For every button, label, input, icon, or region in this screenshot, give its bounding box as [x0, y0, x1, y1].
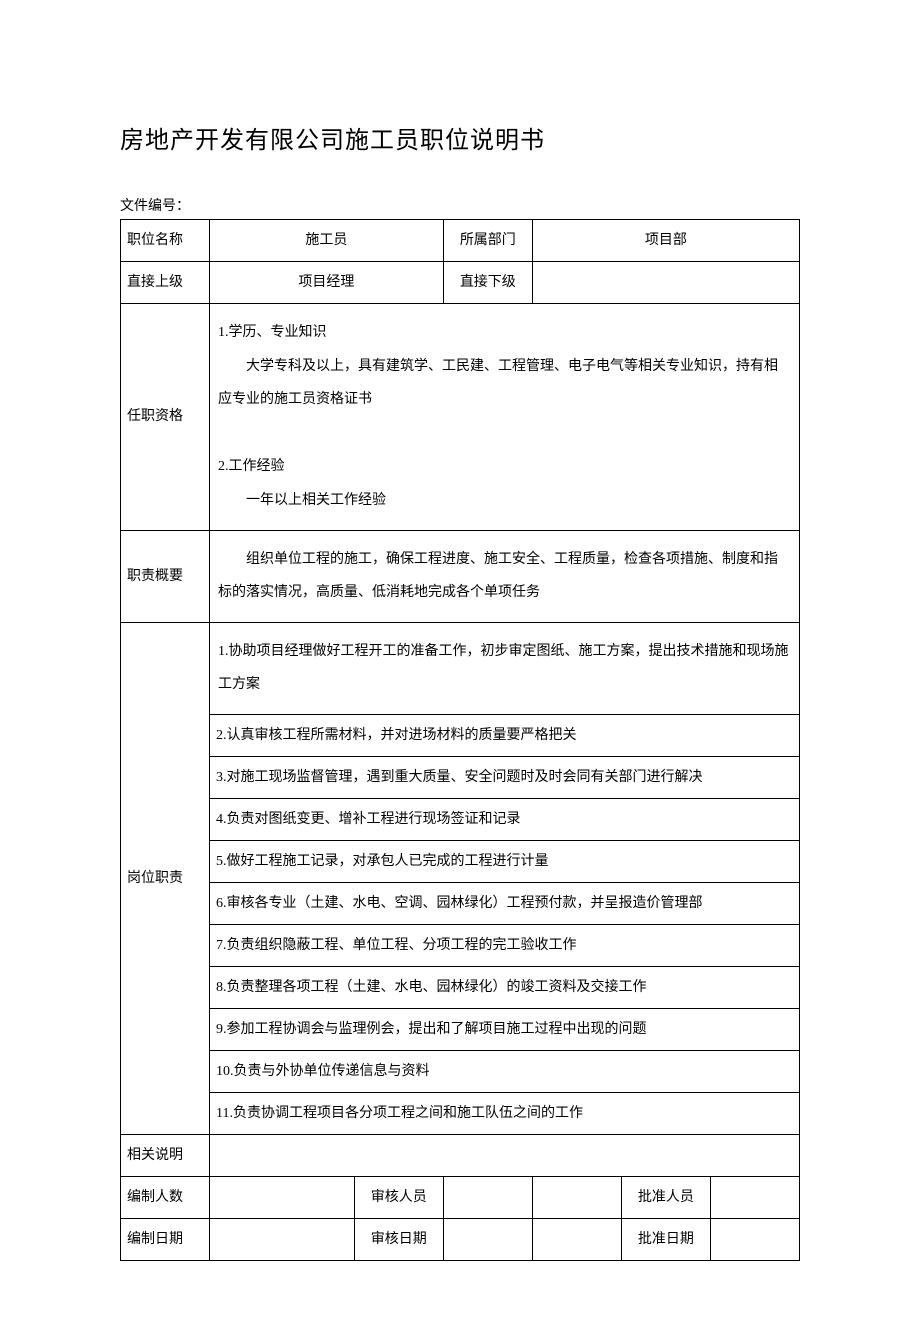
duty-item-6: 6.审核各专业（土建、水电、空调、园林绿化）工程预付款，并呈报造价管理部	[210, 882, 800, 924]
notes-row: 相关说明	[121, 1134, 800, 1176]
notes-content	[210, 1134, 800, 1176]
approver-value	[710, 1176, 799, 1218]
review-date-label: 审核日期	[354, 1218, 443, 1260]
position-name-value: 施工员	[210, 220, 444, 262]
preparer-row: 编制人数 审核人员 批准人员	[121, 1176, 800, 1218]
duties-label: 岗位职责	[121, 622, 210, 1134]
qualifications-section1-content: 大学专科及以上，具有建筑学、工民建、工程管理、电子电气等相关专业知识，持有相应专…	[218, 350, 791, 417]
preparer-count-label: 编制人数	[121, 1176, 210, 1218]
reviewer-label: 审核人员	[354, 1176, 443, 1218]
qualifications-content: 1.学历、专业知识 大学专科及以上，具有建筑学、工民建、工程管理、电子电气等相关…	[210, 304, 800, 531]
notes-label: 相关说明	[121, 1134, 210, 1176]
department-label: 所属部门	[443, 220, 532, 262]
duty-item-11: 11.负责协调工程项目各分项工程之间和施工队伍之间的工作	[210, 1092, 800, 1134]
reviewer-value-2	[532, 1176, 621, 1218]
review-date-value-2	[532, 1218, 621, 1260]
document-title: 房地产开发有限公司施工员职位说明书	[120, 120, 800, 155]
approver-label: 批准人员	[621, 1176, 710, 1218]
duty-item-8: 8.负责整理各项工程（土建、水电、园林绿化）的竣工资料及交接工作	[210, 966, 800, 1008]
duty-item-10: 10.负责与外协单位传递信息与资料	[210, 1050, 800, 1092]
subordinate-value	[532, 262, 799, 304]
duty-item-1: 1.协助项目经理做好工程开工的准备工作，初步审定图纸、施工方案，提出技术措施和现…	[210, 622, 800, 714]
prepare-date-value	[210, 1218, 355, 1260]
date-row: 编制日期 审核日期 批准日期	[121, 1218, 800, 1260]
position-row: 职位名称 施工员 所属部门 项目部	[121, 220, 800, 262]
duty-item-3: 3.对施工现场监督管理，遇到重大质量、安全问题时及时会同有关部门进行解决	[210, 756, 800, 798]
qualifications-section2-content: 一年以上相关工作经验	[218, 484, 791, 518]
qualifications-section2-title: 2.工作经验	[218, 459, 285, 474]
summary-label: 职责概要	[121, 530, 210, 622]
department-value: 项目部	[532, 220, 799, 262]
duties-row: 岗位职责 1.协助项目经理做好工程开工的准备工作，初步审定图纸、施工方案，提出技…	[121, 622, 800, 714]
duty-item-7: 7.负责组织隐蔽工程、单位工程、分项工程的完工验收工作	[210, 924, 800, 966]
review-date-value	[443, 1218, 532, 1260]
duty-item-4: 4.负责对图纸变更、增补工程进行现场签证和记录	[210, 798, 800, 840]
document-number-label: 文件编号：	[120, 195, 800, 215]
preparer-count-value	[210, 1176, 355, 1218]
position-name-label: 职位名称	[121, 220, 210, 262]
summary-text: 组织单位工程的施工，确保工程进度、施工安全、工程质量，检查各项措施、制度和指标的…	[218, 543, 791, 610]
summary-content: 组织单位工程的施工，确保工程进度、施工安全、工程质量，检查各项措施、制度和指标的…	[210, 530, 800, 622]
qualifications-label: 任职资格	[121, 304, 210, 531]
job-description-table: 职位名称 施工员 所属部门 项目部 直接上级 项目经理 直接下级 任职资格 1.…	[120, 219, 800, 1261]
summary-row: 职责概要 组织单位工程的施工，确保工程进度、施工安全、工程质量，检查各项措施、制…	[121, 530, 800, 622]
supervisor-label: 直接上级	[121, 262, 210, 304]
reviewer-value	[443, 1176, 532, 1218]
qualifications-row: 任职资格 1.学历、专业知识 大学专科及以上，具有建筑学、工民建、工程管理、电子…	[121, 304, 800, 531]
prepare-date-label: 编制日期	[121, 1218, 210, 1260]
duty-item-5: 5.做好工程施工记录，对承包人已完成的工程进行计量	[210, 840, 800, 882]
subordinate-label: 直接下级	[443, 262, 532, 304]
approve-date-value	[710, 1218, 799, 1260]
supervisor-value: 项目经理	[210, 262, 444, 304]
qualifications-section1-title: 1.学历、专业知识	[218, 325, 327, 340]
duty-item-2: 2.认真审核工程所需材料，并对进场材料的质量要严格把关	[210, 714, 800, 756]
approve-date-label: 批准日期	[621, 1218, 710, 1260]
duty-item-9: 9.参加工程协调会与监理例会，提出和了解项目施工过程中出现的问题	[210, 1008, 800, 1050]
supervisor-row: 直接上级 项目经理 直接下级	[121, 262, 800, 304]
